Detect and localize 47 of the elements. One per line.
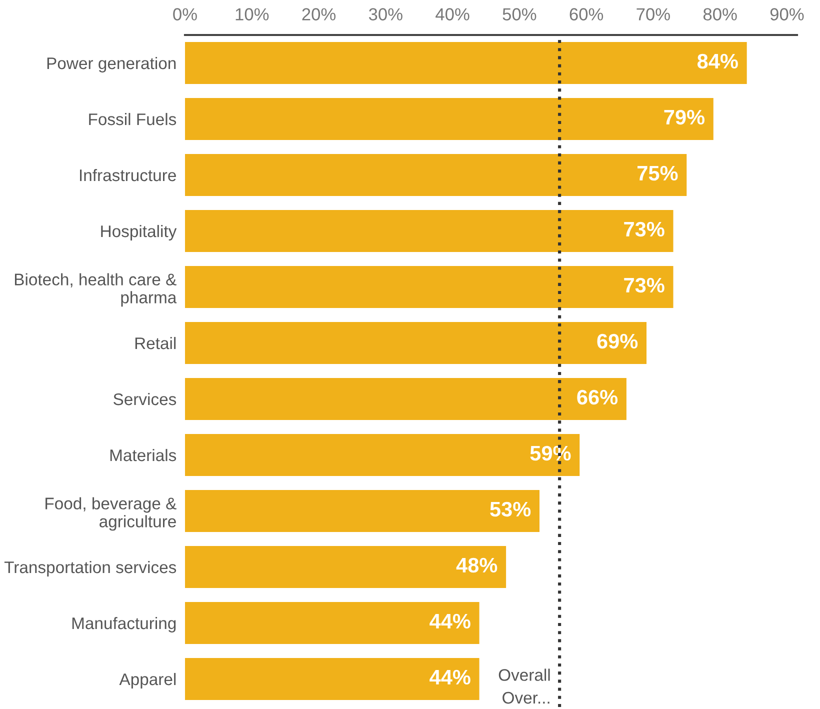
- bar: [185, 322, 647, 364]
- bar: [185, 210, 674, 252]
- bar: [185, 658, 480, 700]
- y-tick-label: Transportation services: [4, 560, 176, 576]
- x-tick-label: 50%: [502, 8, 536, 20]
- data-label: 84%: [697, 54, 738, 69]
- x-tick-label: 40%: [436, 8, 470, 20]
- data-label: 69%: [597, 334, 638, 349]
- bar: [185, 42, 747, 84]
- data-label: 75%: [638, 166, 678, 181]
- y-tick-label: Apparel: [119, 672, 176, 688]
- ref-line-label: Overall Over...: [498, 668, 550, 704]
- y-tick-label: Biotech, health care & pharma: [14, 273, 177, 307]
- data-label: 66%: [577, 390, 618, 405]
- data-label: 73%: [624, 278, 664, 293]
- data-label: 44%: [430, 614, 470, 629]
- x-tick-label: 20%: [302, 8, 336, 20]
- x-tick-label: 80%: [703, 8, 737, 20]
- y-tick-label: Food, beverage & agriculture: [46, 497, 176, 531]
- bar: [185, 490, 540, 532]
- data-label: 44%: [430, 670, 470, 685]
- x-tick-label: 10%: [236, 8, 269, 20]
- x-tick-label: 0%: [173, 8, 197, 20]
- y-tick-label: Infrastructure: [80, 168, 176, 182]
- bar: [185, 266, 674, 308]
- y-tick-label: Hospitality: [101, 224, 177, 240]
- data-label: 79%: [664, 110, 705, 125]
- x-tick-label: 70%: [636, 8, 670, 20]
- x-tick-label: 30%: [368, 8, 402, 20]
- bar: [185, 98, 714, 140]
- bar: [185, 378, 626, 420]
- data-label: 73%: [624, 222, 664, 237]
- data-label: 53%: [490, 502, 531, 517]
- bar: [185, 434, 580, 476]
- bar: [185, 546, 506, 588]
- y-tick-label: Fossil Fuels: [89, 112, 176, 126]
- y-tick-label: Services: [114, 392, 176, 406]
- x-tick-label: 60%: [570, 8, 604, 20]
- y-tick-label: Manufacturing: [72, 616, 176, 632]
- bar: [185, 602, 480, 644]
- y-tick-label: Retail: [135, 336, 176, 350]
- bar: [185, 154, 687, 196]
- data-label: 48%: [456, 558, 498, 573]
- data-label: 59%: [530, 446, 571, 461]
- x-tick-label: 90%: [770, 8, 804, 20]
- y-tick-label: Power generation: [47, 56, 176, 72]
- y-tick-label: Materials: [110, 448, 176, 462]
